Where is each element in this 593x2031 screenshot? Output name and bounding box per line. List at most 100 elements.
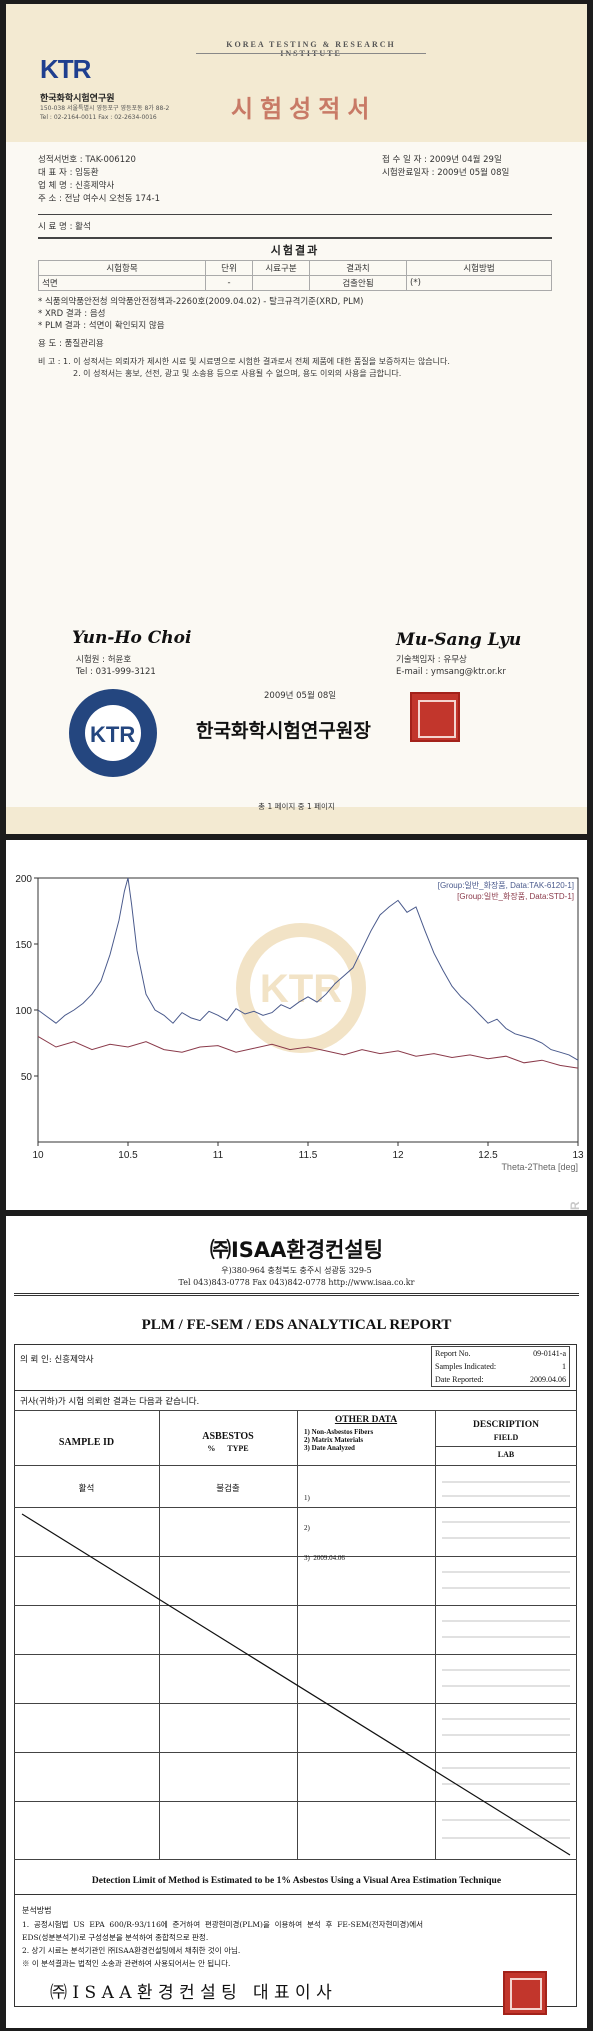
report-info-row: Date Reported: 2009.04.06 [431, 1373, 570, 1387]
watermark-text: KTR [260, 967, 342, 1011]
manager-name: 기술책임자 : 유무상 [396, 655, 467, 665]
col-description: DESCRIPTION [473, 1420, 539, 1430]
isaa-address-line1: 우)380-964 충청북도 충주시 성광동 329-5 [221, 1266, 372, 1275]
date-reported-label: Date Reported: [435, 1375, 484, 1384]
method-heading: 분석방법 [22, 1906, 52, 1915]
y-tick-label: 100 [15, 1006, 32, 1017]
org-name: 한국화학시험연구원 [40, 94, 115, 104]
isaa-report-page: ㈜ISAA환경컨설팅 우)380-964 충청북도 충주시 성광동 329-5 … [6, 1216, 587, 2028]
other-item-3: 3) Date Analyzed [304, 1444, 355, 1452]
note-plm: * PLM 결과 : 석면이 확인되지 않음 [38, 321, 165, 331]
tester-tel: Tel : 031-999-3121 [76, 667, 156, 677]
report-info-cell: Report No. 09-0141-a [431, 1346, 570, 1360]
footer-band [6, 807, 587, 834]
col-method: 시험방법 [406, 260, 552, 276]
document-title: 시험성적서 [231, 95, 377, 123]
header-band [6, 4, 587, 142]
cell-sample: 활석 [78, 1484, 95, 1494]
other-item-1: 1) Non-Asbestos Fibers [304, 1428, 374, 1436]
report-frame [14, 1344, 577, 2007]
institute-underline [196, 53, 426, 54]
report-info-table: Report No. 09-0141-a Samples Indicated: 1 … [431, 1346, 570, 1387]
void-diagonal-line [21, 1513, 571, 1856]
col-lab: LAB [497, 1450, 515, 1459]
side-logo: KTR [568, 1201, 582, 1210]
divider [14, 1894, 577, 1895]
completed-date: 시험완료일자 : 2009년 05월 08일 [382, 168, 510, 178]
client-name: 의 뢰 인: 신흥제약사 [20, 1355, 94, 1365]
divider [38, 214, 552, 215]
results-table: 시험항목 단위 시료구분 결과치 시험방법 석면 - 검출안됨 (*) [38, 260, 552, 291]
samples-value: 1 [562, 1362, 566, 1371]
col-unit: 단위 [205, 260, 253, 276]
results-grid [14, 1410, 577, 1860]
institute-name-en: KOREA TESTING & RESEARCH INSTITUTE [226, 40, 396, 58]
col-sample-id: SAMPLE ID [58, 1437, 115, 1448]
representative: 대 표 자 : 임동환 [38, 168, 99, 178]
x-tick-label: 12 [392, 1150, 404, 1161]
ktr-test-report-page: KTR 한국화학시험연구원 150-038 서울특별시 영등포구 영등포동 8가… [6, 4, 587, 834]
xrd-chart: KTR 10 10.5 11 11.5 12 12.5 13 50 100 150 200 Theta… [15, 874, 584, 1210]
divider [38, 237, 552, 239]
isaa-address: 우)380-964 충청북도 충주시 성광동 329-5 Tel 043)843… [6, 1265, 587, 1289]
company-name: 업 체 명 : 신흥제약사 [38, 181, 115, 191]
report-title: PLM / FE-SEM / EDS ANALYTICAL REPORT [141, 1317, 452, 1333]
y-tick-label: 200 [15, 874, 32, 885]
purpose: 용 도 : 품질관리용 [38, 339, 104, 349]
manager-email: E-mail : ymsang@ktr.or.kr [396, 667, 506, 677]
col-test-item: 시험항목 [38, 260, 206, 276]
sample-name: 시 료 명 : 활석 [38, 222, 91, 232]
cell-sample-type [252, 275, 310, 291]
isaa-company-title: ㈜ISAA환경컨설팅 [209, 1238, 384, 1262]
watermark-ring [236, 923, 366, 1053]
isaa-address-line2: Tel 043)843-0778 Fax 043)842-0778 http:/… [178, 1278, 415, 1287]
date-reported-value: 2009.04.06 [530, 1375, 566, 1384]
report-info-cell: Date Reported: 2009.04.06 [431, 1373, 570, 1387]
org-address: 150-038 서울특별시 영등포구 영등포동 8가 88-2 Tel : 02… [40, 104, 200, 122]
method-line-1: 1. 공정시험법 US EPA 600/R-93/116에 준거하여 편광현미경… [22, 1920, 424, 1929]
legend-entry-1: [Group:일반_화장품, Data:TAK-6120-1] [438, 880, 574, 890]
chart-axes: 10 10.5 11 11.5 12 12.5 13 50 100 150 200 Theta-2Th… [15, 874, 584, 1172]
other-value-2: 2) [304, 1524, 310, 1532]
report-number: 성적서번호 : TAK-006120 [38, 155, 136, 165]
col-asbestos-sub: % TYPE [207, 1444, 249, 1453]
report-no-value: 09-0141-a [533, 1349, 566, 1358]
chart-legend: [Group:일반_화장품, Data:TAK-6120-1][Group:일반… [438, 880, 574, 901]
manager-signature: Mu-Sang Lyu [396, 630, 522, 650]
y-tick-label: 150 [15, 940, 32, 951]
cell-unit: - [205, 275, 253, 291]
org-address-line1: 150-038 서울특별시 영등포구 영등포동 8가 88-2 [40, 105, 170, 112]
cell-asbestos-result: 불검출 [216, 1484, 240, 1494]
tester-name: 시험원 : 허윤호 [76, 655, 132, 665]
samples-label: Samples Indicated: [435, 1362, 497, 1371]
seal-logo-text: KTR [90, 722, 136, 747]
director-seal-inner [418, 700, 456, 738]
seal-inner [85, 705, 141, 761]
results-row: 석면 - 검출안됨 (*) [38, 275, 552, 291]
col-other-items: 1) Non-Asbestos Fibers 2) Matrix Materia… [304, 1428, 373, 1452]
issue-date: 2009년 05월 08일 [264, 691, 337, 701]
x-tick-label: 12.5 [478, 1150, 498, 1161]
cell-test-item: 석면 [38, 275, 206, 291]
report-info-cell: Samples Indicated: 1 [431, 1360, 570, 1373]
company-address: 주 소 : 전남 여수시 오천동 174-1 [38, 194, 160, 204]
double-rule [14, 1293, 579, 1296]
director-seal [410, 692, 460, 742]
ceo-seal-inner [510, 1978, 542, 2010]
x-axis-label: Theta-2Theta [deg] [501, 1162, 578, 1172]
chart-series [37, 877, 579, 1069]
received-date: 접 수 일 자 : 2009년 04월 29일 [382, 155, 502, 165]
method-line-2: EDS(성분분석기)로 구성성분을 분석하여 종합적으로 판정. [22, 1933, 209, 1942]
note-standard: * 식품의약품안전청 의약품안전정책과-2260호(2009.04.02) - … [38, 297, 364, 307]
remark-2: 2. 이 성적서는 홍보, 선전, 광고 및 소송용 등으로 사용될 수 없으며… [73, 369, 402, 378]
detection-limit: Detection Limit of Method is Estimated t… [91, 1876, 502, 1886]
col-field: FIELD [493, 1433, 519, 1442]
remark-1: 비 고 : 1. 이 성적서는 의뢰자가 제시한 시료 및 시료명으로 시험한 … [38, 357, 450, 366]
report-no-label: Report No. [435, 1349, 471, 1358]
legend-entry-2: [Group:일반_화장품, Data:STD-1] [457, 891, 574, 901]
x-tick-label: 10.5 [118, 1150, 138, 1161]
tester-signature: Yun-Ho Choi [72, 628, 192, 648]
other-value-1: 1) [304, 1494, 310, 1502]
cell-result: 검출안됨 [309, 275, 407, 291]
ceo-seal [503, 1971, 547, 2015]
